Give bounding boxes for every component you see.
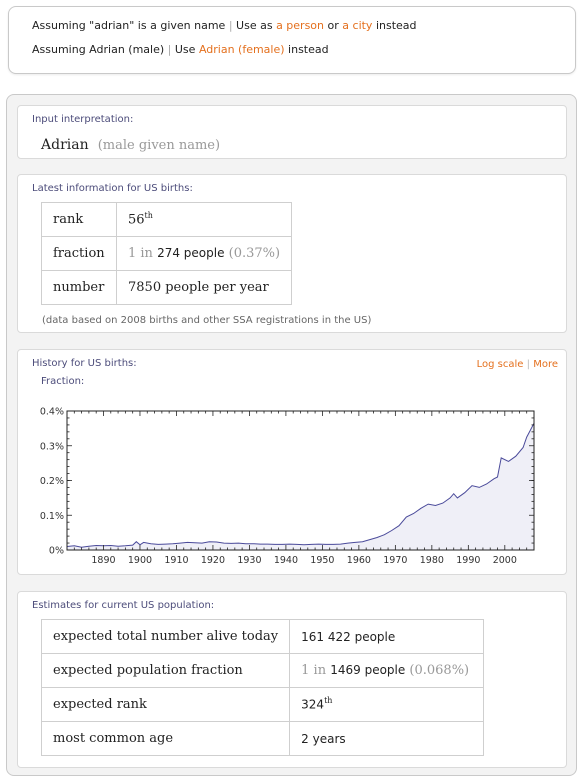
estimate-label: expected rank [40, 687, 291, 722]
person-link[interactable]: a person [276, 19, 325, 32]
rank-label: rank [41, 202, 117, 237]
table-row: rank 56th [41, 202, 293, 237]
history-links: Log scale | More [477, 359, 558, 370]
estimate-value-cell: 1 in 1469 people (0.068%) [289, 653, 485, 688]
rank-suffix: th [144, 211, 153, 221]
log-scale-link[interactable]: Log scale [476, 359, 524, 370]
x-tick-label: 1940 [274, 555, 298, 566]
number-label: number [41, 270, 117, 305]
x-tick-label: 1980 [420, 555, 444, 566]
estimate-label: most common age [40, 721, 291, 756]
pod-title: Latest information for US births: [32, 183, 193, 194]
estimate-prefix: 1 in [301, 663, 327, 678]
estimate-value: 2 years [289, 721, 485, 756]
pod-title: Input interpretation: [32, 114, 134, 125]
fraction-prefix: 1 in [128, 246, 153, 261]
births-table: rank 56th fraction 1 in 274 people (0.37… [41, 202, 293, 305]
table-row: expected population fraction 1 in 1469 p… [40, 653, 485, 688]
x-tick-label: 1960 [347, 555, 371, 566]
input-name: Adrian [41, 137, 89, 153]
table-row: number 7850 people per year [41, 270, 293, 305]
estimate-suffix: th [324, 696, 333, 706]
x-tick-label: 2000 [493, 555, 517, 566]
estimates-table: expected total number alive today 161 42… [40, 619, 485, 756]
x-tick-label: 1930 [237, 555, 261, 566]
x-tick-label: 1920 [201, 555, 225, 566]
estimate-label: expected population fraction [40, 653, 291, 688]
y-tick-label: 0.3% [40, 441, 64, 452]
table-row: expected total number alive today 161 42… [40, 619, 485, 654]
x-tick-label: 1890 [91, 555, 115, 566]
x-tick-label: 1900 [128, 555, 152, 566]
estimate-value-cell: 324th [289, 687, 485, 722]
input-interpretation: Adrian (male given name) [41, 134, 220, 153]
assumptions-box: Assuming "adrian" is a given name | Use … [8, 6, 576, 74]
y-tick-label: 0.4% [40, 407, 64, 418]
x-tick-label: 1950 [310, 555, 334, 566]
female-link[interactable]: Adrian (female) [198, 43, 285, 56]
or-text: or [327, 19, 339, 32]
y-tick-label: 0.2% [40, 476, 64, 487]
fraction-value: 274 people [157, 246, 225, 260]
pod-title: History for US births: [32, 358, 137, 369]
separator: | [228, 19, 233, 32]
use-as-text: Use as [236, 19, 273, 32]
more-link[interactable]: More [533, 359, 558, 370]
number-value: 7850 people per year [115, 270, 293, 305]
history-chart: 1890 1900 1910 1920 1930 1940 1950 1960 1970 1980… [40, 407, 535, 566]
chart-area [67, 423, 534, 550]
instead-text: instead [375, 19, 417, 32]
rank-value: 56 [128, 212, 145, 228]
assumption-line-1: Assuming "adrian" is a given name | Use … [32, 19, 417, 32]
fraction-pct: (0.37%) [228, 246, 281, 261]
history-pod: History for US births: Log scale | More … [17, 349, 567, 575]
chart-line [66, 422, 535, 548]
estimate-pct: (0.068%) [409, 663, 470, 678]
input-qualifier: (male given name) [97, 138, 221, 153]
assumption-1-text: Assuming "adrian" is a given name [32, 19, 226, 32]
instead-text: instead [288, 43, 329, 56]
table-row: most common age 2 years [40, 721, 485, 756]
x-tick-label: 1910 [164, 555, 188, 566]
assumption-2-text: Assuming Adrian (male) [32, 43, 165, 56]
y-tick-label: 0.1% [40, 511, 64, 522]
fraction-label: fraction [41, 236, 117, 271]
chart-label: Fraction: [41, 376, 85, 387]
estimate-label: expected total number alive today [40, 619, 291, 654]
estimate-value: 1469 people [330, 663, 406, 677]
pod-title: Estimates for current US population: [32, 600, 215, 611]
table-row: fraction 1 in 274 people (0.37%) [41, 236, 293, 271]
x-tick-label: 1990 [456, 555, 480, 566]
births-footnote: (data based on 2008 births and other SSA… [42, 315, 372, 326]
estimates-pod: Estimates for current US population: exp… [17, 591, 567, 768]
separator: | [167, 43, 172, 56]
estimate-value: 161 422 people [289, 619, 485, 654]
city-link[interactable]: a city [342, 19, 373, 32]
fraction-value-cell: 1 in 274 people (0.37%) [115, 236, 293, 271]
estimate-value: 324 [301, 697, 325, 712]
y-tick-label: 0% [49, 546, 64, 557]
x-tick-label: 1970 [383, 555, 407, 566]
table-row: expected rank 324th [40, 687, 485, 722]
assumption-line-2: Assuming Adrian (male) | Use Adrian (fem… [32, 43, 329, 56]
input-interpretation-pod: Input interpretation: Adrian (male given… [17, 105, 567, 159]
use-text: Use [174, 43, 196, 56]
us-births-pod: Latest information for US births: rank 5… [17, 174, 567, 333]
rank-value-cell: 56th [115, 202, 293, 237]
separator: | [526, 359, 531, 370]
